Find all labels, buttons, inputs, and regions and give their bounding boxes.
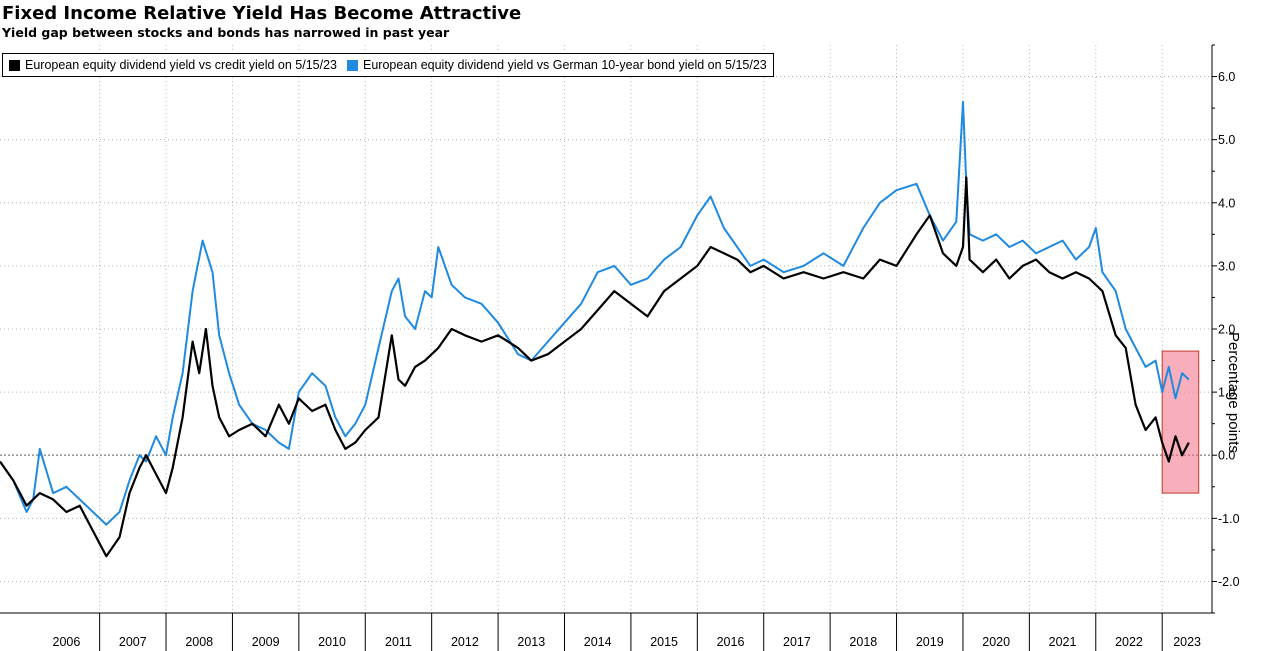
x-tick-label: 2015	[650, 635, 678, 649]
highlight-box	[1161, 350, 1200, 494]
x-tick-label: 2016	[717, 635, 745, 649]
y-tick-label: -2.0	[1218, 575, 1240, 589]
chart-subtitle: Yield gap between stocks and bonds has n…	[2, 25, 450, 40]
y-axis-label: Percentage points	[1225, 332, 1242, 453]
y-tick-label: -1.0	[1218, 512, 1240, 526]
y-tick-label: 2.0	[1218, 323, 1235, 337]
plot-area	[0, 100, 1190, 558]
x-tick-label: 2021	[1049, 635, 1077, 649]
x-tick-label: 2012	[451, 635, 479, 649]
x-tick-label: 2023	[1173, 635, 1201, 649]
legend-item-bund: European equity dividend yield vs German…	[347, 58, 767, 72]
x-axis: 2006 2007 2008 2009 2010 2011 2012 2013 2014 2015…	[0, 612, 1212, 651]
x-tick-label: 2009	[252, 635, 280, 649]
y-tick-label: 6.0	[1218, 70, 1235, 84]
y-tick-label: 3.0	[1218, 259, 1235, 273]
x-tick-label: 2008	[185, 635, 213, 649]
legend-item-credit: European equity dividend yield vs credit…	[9, 58, 337, 72]
y-tick-label: 0.0	[1218, 449, 1235, 463]
x-tick-label: 2014	[584, 635, 612, 649]
grid-lines	[0, 45, 1212, 613]
chart-title: Fixed Income Relative Yield Has Become A…	[2, 3, 522, 24]
x-tick-label: 2017	[783, 635, 811, 649]
y-tick-label: 4.0	[1218, 196, 1235, 210]
x-tick-label: 2013	[517, 635, 545, 649]
y-tick-label: 5.0	[1218, 133, 1235, 147]
series-line-credit	[0, 176, 1190, 558]
y-tick-label: 1.0	[1218, 386, 1235, 400]
legend-swatch-credit	[9, 59, 20, 71]
x-tick-label: 2006	[53, 635, 81, 649]
x-tick-label: 2007	[119, 635, 147, 649]
y-axis: -2.0 -1.0 0.0 1.0 2.0 3.0 4.0 5.0 6.0	[1211, 44, 1240, 614]
x-tick-label: 2020	[982, 635, 1010, 649]
x-tick-label: 2019	[916, 635, 944, 649]
legend: European equity dividend yield vs credit…	[2, 53, 774, 77]
legend-label-credit: European equity dividend yield vs credit…	[25, 58, 338, 72]
x-tick-label: 2011	[385, 635, 412, 649]
legend-swatch-bund	[347, 59, 359, 71]
x-tick-label: 2010	[318, 635, 346, 649]
x-tick-label: 2022	[1115, 635, 1143, 649]
legend-label-bund: European equity dividend yield vs German…	[363, 58, 767, 72]
series-line-bund	[0, 100, 1190, 526]
x-tick-label: 2018	[849, 635, 877, 649]
highlight-layer	[1161, 350, 1200, 494]
